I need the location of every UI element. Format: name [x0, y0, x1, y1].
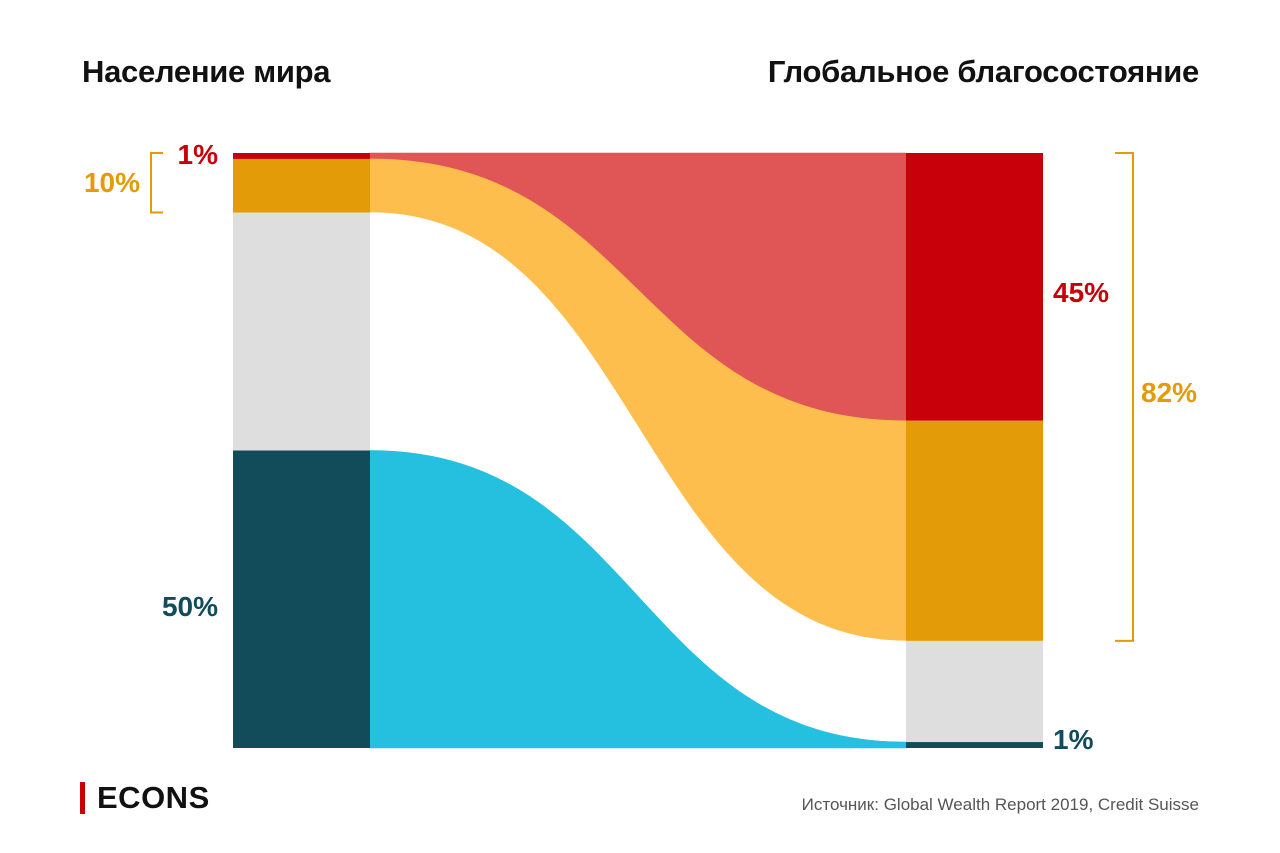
brand-name: ECONS	[97, 780, 210, 815]
label-right-bottom50: 1%	[1053, 724, 1094, 755]
left-bar-next9	[233, 158, 370, 213]
label-left-top10: 10%	[84, 167, 140, 198]
left-bar-bottom50	[233, 450, 370, 748]
label-left-top1: 1%	[178, 139, 219, 170]
right-bar-bottom50	[906, 742, 1043, 748]
right-bar-top1	[906, 153, 1043, 421]
label-left-bottom50: 50%	[162, 591, 218, 622]
flow-bottom50	[369, 450, 907, 749]
left-bar-top1	[233, 153, 370, 159]
left-bar-middle40	[233, 212, 370, 451]
right-bracket	[1115, 152, 1134, 642]
left-axis-title: Население мира	[82, 54, 331, 89]
right-axis-title: Глобальное благосостояние	[767, 54, 1199, 89]
label-right-top1: 45%	[1053, 277, 1109, 308]
left-bracket	[150, 152, 163, 214]
brand-mark	[80, 782, 85, 814]
source-note: Источник: Global Wealth Report 2019, Cre…	[801, 795, 1199, 814]
right-bar-next9	[906, 420, 1043, 641]
right-bar-middle40	[906, 640, 1043, 743]
label-right-top10: 82%	[1141, 377, 1197, 408]
brand-logo: ECONS	[80, 780, 210, 816]
